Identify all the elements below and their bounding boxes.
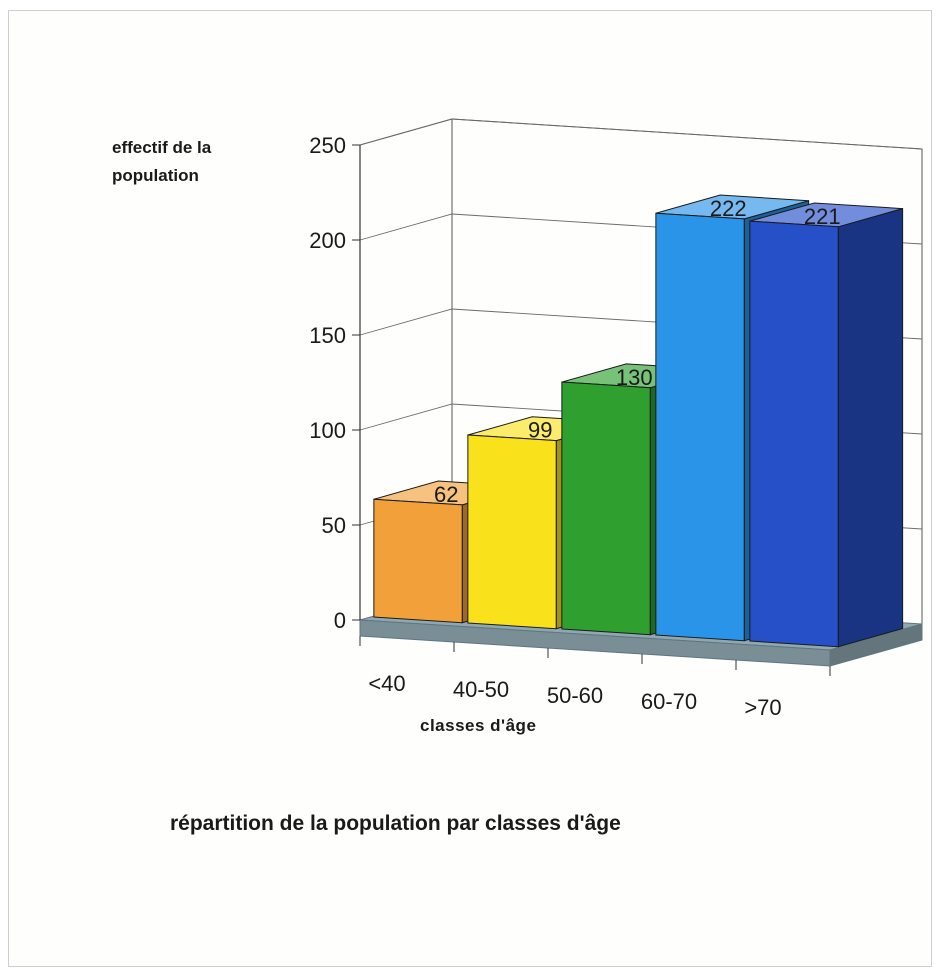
x-tick-label: <40 — [368, 671, 405, 696]
data-label: 221 — [804, 204, 841, 229]
y-tick-label: 0 — [334, 608, 346, 633]
bar-front — [655, 212, 745, 642]
y-tick-label: 50 — [322, 513, 346, 538]
y-tick-label: 100 — [309, 418, 346, 443]
y-tick-label: 150 — [309, 323, 346, 348]
bar-front — [467, 434, 557, 630]
bar-5 — [749, 202, 904, 648]
x-axis — [359, 636, 831, 676]
data-label: 62 — [434, 482, 458, 507]
y-axis-label: effectif de la population — [112, 138, 212, 185]
gridline — [359, 118, 923, 150]
chart-title: répartition de la population par classes… — [170, 812, 621, 835]
data-label: 99 — [528, 418, 552, 443]
x-axis-label: classes d'âge — [420, 716, 537, 735]
floor-side — [829, 623, 923, 667]
x-tick-label: >70 — [744, 695, 781, 720]
data-label: 130 — [616, 365, 653, 390]
bar-front — [373, 498, 463, 624]
bar-side — [837, 207, 904, 648]
x-tick-label: 50-60 — [547, 683, 603, 708]
x-tick-labels: <40 40-50 50-60 60-70 >70 — [368, 671, 781, 720]
y-tick-label: 200 — [309, 228, 346, 253]
y-tick-labels: 0 50 100 150 200 250 — [309, 133, 360, 633]
y-tick-label: 250 — [309, 133, 346, 158]
data-label: 222 — [710, 196, 747, 221]
x-tick-label: 60-70 — [641, 689, 697, 714]
bar-front — [749, 220, 839, 648]
bar-front — [561, 381, 651, 636]
x-tick-label: 40-50 — [453, 677, 509, 702]
bars: 62 99 130 222 221 — [373, 194, 904, 648]
